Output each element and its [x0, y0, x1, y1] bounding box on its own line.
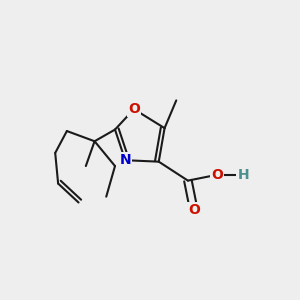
Text: O: O — [211, 168, 223, 182]
Text: N: N — [119, 153, 131, 167]
Text: O: O — [188, 203, 200, 217]
Text: H: H — [238, 168, 249, 182]
Text: O: O — [128, 102, 140, 116]
